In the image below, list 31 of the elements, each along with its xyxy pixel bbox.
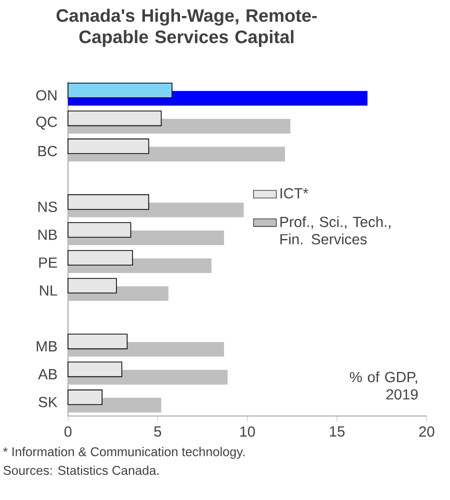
legend-label: ICT* [280,188,308,198]
y-tick-label: NB [38,230,57,240]
y-tick-label: AB [38,369,57,380]
bar [68,334,128,350]
x-tick-label: 10 [240,426,255,437]
bar [68,362,122,378]
y-tick-label: ON [36,90,56,100]
bar [68,82,172,98]
bar [68,250,133,266]
y-tick-label: NL [40,285,58,296]
y-tick-label: BC [38,146,58,156]
text: * Information & Communication technology. [3,446,244,459]
bar [68,278,117,294]
y-tick-label: NS [38,202,57,212]
bar [68,194,150,210]
y-tick-label: SK [38,396,58,408]
x-tick-label: 0 [64,426,72,437]
x-tick-label: 15 [330,426,345,437]
bar [68,138,150,154]
y-tick-label: PE [39,258,57,268]
bar [68,110,162,126]
x-tick-label: 20 [419,426,434,437]
chart-title: Canada's High-Wage, Remote-Capable Services Capital [56,8,317,47]
bar [68,390,102,405]
bar [68,222,132,238]
x-tick-label: 5 [154,426,162,437]
y-tick-label: MB [36,341,57,352]
source-note: Sources: Statistics Canada. [4,466,159,475]
legend-label: Prof., Sci., Tech., Fin. Services [280,216,390,244]
annotation: % of GDP, 2019 [350,372,418,400]
y-tick-label: QC [36,116,58,130]
